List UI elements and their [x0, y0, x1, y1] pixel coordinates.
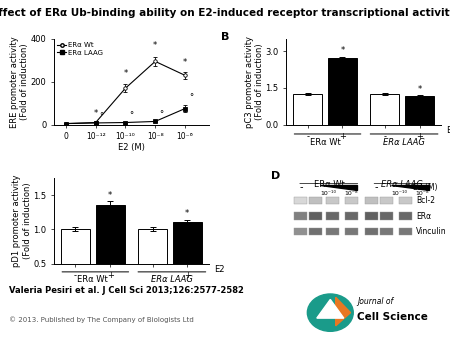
Bar [345, 212, 358, 220]
Text: °: ° [129, 112, 134, 121]
Text: °: ° [159, 111, 163, 120]
Text: *: * [94, 109, 98, 118]
Text: E2: E2 [446, 126, 450, 135]
Bar [96, 205, 125, 298]
Text: Valeria Pesiri et al. J Cell Sci 2013;126:2577-2582: Valeria Pesiri et al. J Cell Sci 2013;12… [9, 286, 244, 295]
Bar [345, 227, 358, 235]
Text: B: B [221, 32, 230, 42]
Text: 10⁻¹⁰: 10⁻¹⁰ [392, 191, 407, 196]
Text: ERα Wt: ERα Wt [314, 179, 345, 189]
Bar [326, 197, 339, 204]
Bar [365, 197, 378, 204]
Text: Bcl-2: Bcl-2 [416, 196, 435, 205]
Text: °: ° [99, 112, 104, 121]
Text: *: * [418, 85, 422, 94]
Bar [309, 212, 322, 220]
Text: ERα LAAG: ERα LAAG [383, 138, 425, 147]
Bar [293, 212, 307, 220]
Bar [309, 227, 322, 235]
Text: Vinculin: Vinculin [416, 227, 447, 236]
Bar [380, 227, 393, 235]
Bar [328, 58, 357, 125]
Text: Cell Science: Cell Science [357, 312, 428, 322]
Bar [326, 227, 339, 235]
Bar [370, 94, 399, 125]
Text: ERα: ERα [416, 212, 432, 220]
Text: E2: E2 [214, 265, 225, 274]
Bar [380, 197, 393, 204]
Polygon shape [320, 185, 357, 190]
Bar [405, 96, 434, 125]
Text: *: * [185, 209, 189, 218]
Polygon shape [392, 185, 428, 190]
Circle shape [307, 294, 353, 331]
Text: *: * [153, 41, 157, 50]
X-axis label: E2 (M): E2 (M) [118, 143, 145, 152]
Bar [365, 227, 378, 235]
Text: *: * [183, 58, 187, 67]
Text: © 2013. Published by The Company of Biologists Ltd: © 2013. Published by The Company of Biol… [9, 316, 194, 323]
Text: *: * [108, 191, 112, 200]
Y-axis label: pD1 promoter activity
(Fold of induction): pD1 promoter activity (Fold of induction… [13, 174, 32, 267]
Bar [365, 212, 378, 220]
Text: *: * [123, 69, 127, 78]
Text: *: * [340, 46, 345, 55]
Polygon shape [317, 299, 344, 318]
Bar [399, 197, 412, 204]
Text: 10⁻¹⁰: 10⁻¹⁰ [320, 191, 336, 196]
Polygon shape [336, 297, 351, 326]
Text: -: - [374, 182, 378, 192]
Text: ERα Wt: ERα Wt [77, 275, 108, 284]
Bar [293, 227, 307, 235]
Bar [293, 197, 307, 204]
Bar [138, 229, 167, 298]
Legend: ERα Wt, ERα LAAG: ERα Wt, ERα LAAG [58, 42, 103, 56]
Bar [61, 229, 90, 298]
Bar [345, 197, 358, 204]
Bar [399, 227, 412, 235]
Y-axis label: pC3 promoter activity
(Fold of induction): pC3 promoter activity (Fold of induction… [244, 36, 264, 128]
Text: Effect of ERα Ub-binding ability on E2-induced receptor transcriptional activity: Effect of ERα Ub-binding ability on E2-i… [0, 8, 450, 19]
Text: °: ° [189, 93, 193, 102]
Bar [309, 197, 322, 204]
Bar [399, 212, 412, 220]
Bar [380, 212, 393, 220]
Bar [173, 222, 202, 298]
Bar [326, 212, 339, 220]
Text: ERα Wt: ERα Wt [310, 138, 340, 147]
Text: 10⁻⁸: 10⁻⁸ [344, 191, 357, 196]
Text: D: D [271, 171, 280, 181]
Text: Journal of: Journal of [357, 297, 393, 306]
Text: E2 (M): E2 (M) [414, 183, 438, 192]
Text: 10⁻⁸: 10⁻⁸ [415, 191, 428, 196]
Y-axis label: ERE promoter activity
(Fold of induction): ERE promoter activity (Fold of induction… [10, 36, 29, 128]
Text: ERα LAAG: ERα LAAG [151, 275, 193, 284]
Text: ERα LAAG: ERα LAAG [381, 179, 423, 189]
Bar [293, 94, 322, 125]
Text: -: - [300, 182, 303, 192]
